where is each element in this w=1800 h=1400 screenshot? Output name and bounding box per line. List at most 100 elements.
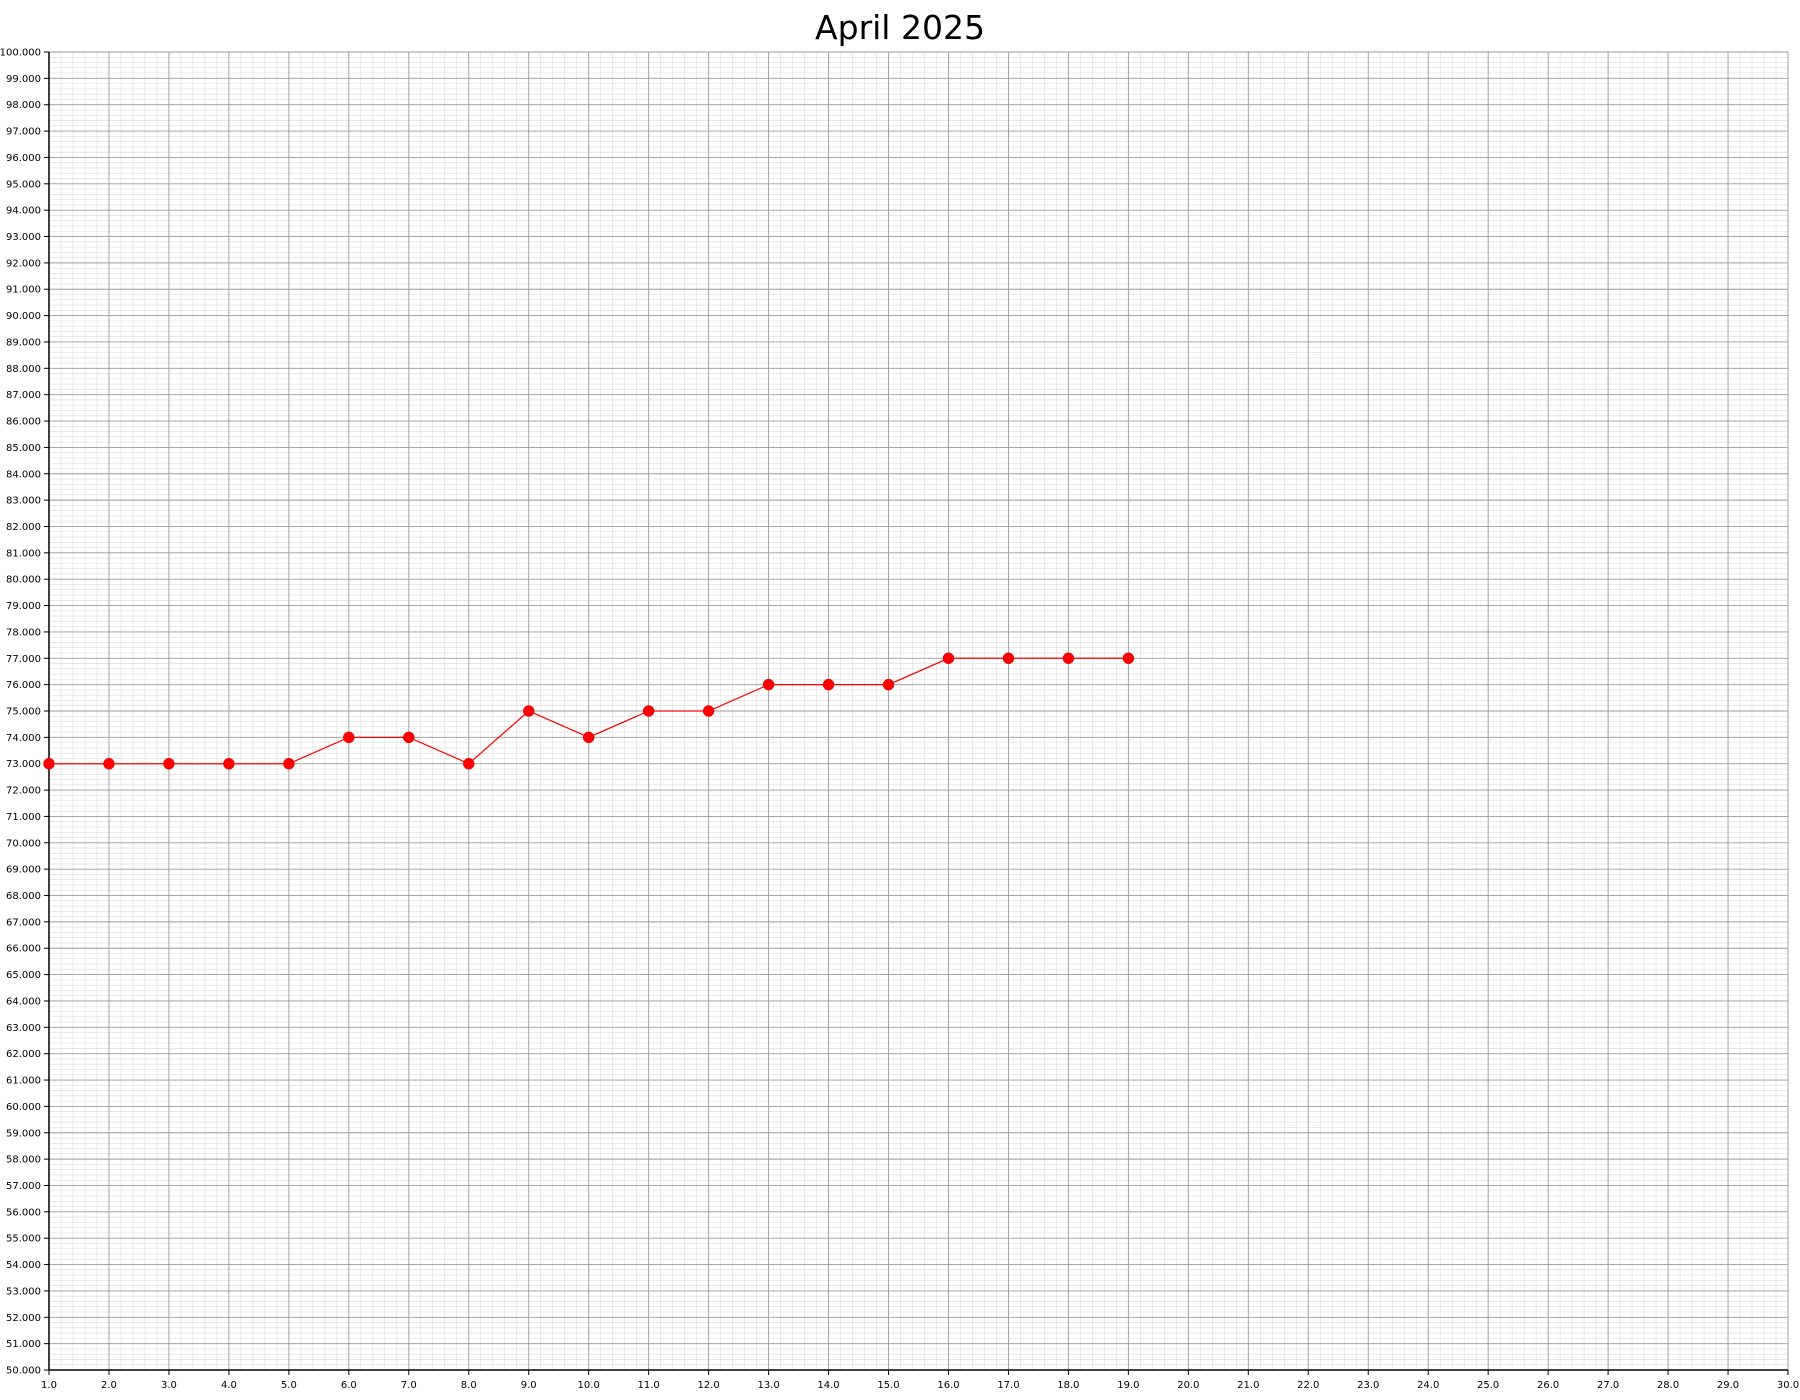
y-tick-label: 70.000 bbox=[6, 838, 41, 849]
y-tick-label: 59.000 bbox=[6, 1128, 41, 1139]
y-tick-label: 93.000 bbox=[6, 232, 41, 243]
x-axis-ticks: 1.0 2.0 3.0 4.0 5.0 6.0 7.0 8.0 9.0 10.0 11.0 12.0 1… bbox=[41, 1370, 1799, 1391]
y-tick-label: 62.000 bbox=[6, 1049, 41, 1060]
y-tick-label: 52.000 bbox=[6, 1313, 41, 1324]
y-tick-label: 55.000 bbox=[6, 1234, 41, 1245]
y-tick-label: 87.000 bbox=[6, 390, 41, 401]
y-tick-label: 89.000 bbox=[6, 337, 41, 348]
y-tick-label: 68.000 bbox=[6, 891, 41, 902]
x-tick-label: 22.0 bbox=[1297, 1380, 1319, 1391]
y-tick-label: 66.000 bbox=[6, 944, 41, 955]
y-tick-label: 82.000 bbox=[6, 522, 41, 533]
x-tick-label: 1.0 bbox=[41, 1380, 57, 1391]
x-tick-label: 15.0 bbox=[877, 1380, 899, 1391]
x-tick-label: 19.0 bbox=[1117, 1380, 1139, 1391]
y-tick-label: 73.000 bbox=[6, 759, 41, 770]
data-point bbox=[702, 705, 715, 717]
y-tick-label: 75.000 bbox=[6, 707, 41, 718]
data-point bbox=[1002, 652, 1015, 665]
y-tick-label: 97.000 bbox=[6, 127, 41, 138]
x-tick-label: 14.0 bbox=[817, 1380, 839, 1391]
x-tick-label: 9.0 bbox=[521, 1380, 537, 1391]
y-tick-label: 63.000 bbox=[6, 1023, 41, 1034]
data-point bbox=[43, 757, 55, 770]
data-point bbox=[1062, 652, 1075, 665]
y-tick-label: 81.000 bbox=[6, 548, 41, 559]
y-tick-label: 95.000 bbox=[6, 179, 41, 190]
y-tick-label: 94.000 bbox=[6, 206, 41, 217]
y-tick-label: 69.000 bbox=[6, 865, 41, 876]
x-tick-label: 25.0 bbox=[1477, 1380, 1499, 1391]
y-tick-label: 51.000 bbox=[6, 1339, 41, 1350]
y-tick-label: 58.000 bbox=[6, 1155, 41, 1166]
x-tick-label: 20.0 bbox=[1177, 1380, 1199, 1391]
y-tick-label: 98.000 bbox=[6, 100, 41, 111]
x-tick-label: 16.0 bbox=[937, 1380, 959, 1391]
y-tick-label: 50.000 bbox=[6, 1366, 41, 1377]
y-tick-label: 78.000 bbox=[6, 627, 41, 638]
data-point bbox=[582, 731, 595, 744]
data-point bbox=[822, 678, 835, 691]
data-point bbox=[882, 678, 895, 691]
x-tick-label: 29.0 bbox=[1717, 1380, 1739, 1391]
x-tick-label: 11.0 bbox=[638, 1380, 660, 1391]
chart-title: April 2025 bbox=[815, 8, 985, 47]
y-tick-label: 88.000 bbox=[6, 364, 41, 375]
y-tick-label: 92.000 bbox=[6, 258, 41, 269]
y-tick-label: 54.000 bbox=[6, 1260, 41, 1271]
y-tick-label: 60.000 bbox=[6, 1102, 41, 1113]
y-tick-label: 65.000 bbox=[6, 970, 41, 981]
y-tick-label: 64.000 bbox=[6, 996, 41, 1007]
x-tick-label: 24.0 bbox=[1417, 1380, 1439, 1391]
y-tick-label: 83.000 bbox=[6, 496, 41, 507]
y-tick-label: 57.000 bbox=[6, 1181, 41, 1192]
y-tick-label: 84.000 bbox=[6, 469, 41, 480]
x-tick-label: 8.0 bbox=[461, 1380, 477, 1391]
y-tick-label: 61.000 bbox=[6, 1076, 41, 1087]
x-tick-label: 6.0 bbox=[341, 1380, 357, 1391]
x-tick-label: 23.0 bbox=[1357, 1380, 1379, 1391]
y-tick-label: 53.000 bbox=[6, 1286, 41, 1297]
x-tick-label: 17.0 bbox=[997, 1380, 1019, 1391]
y-tick-label: 80.000 bbox=[6, 575, 41, 586]
x-tick-label: 10.0 bbox=[578, 1380, 600, 1391]
y-tick-label: 96.000 bbox=[6, 153, 41, 164]
data-point bbox=[283, 757, 295, 770]
x-tick-label: 26.0 bbox=[1537, 1380, 1559, 1391]
y-tick-label: 56.000 bbox=[6, 1207, 41, 1218]
y-tick-label: 72.000 bbox=[6, 786, 41, 797]
y-tick-label: 74.000 bbox=[6, 733, 41, 744]
y-tick-label: 76.000 bbox=[6, 680, 41, 691]
data-point bbox=[942, 652, 955, 665]
y-tick-label: 85.000 bbox=[6, 443, 41, 454]
data-point bbox=[103, 757, 115, 770]
y-tick-label: 99.000 bbox=[6, 74, 41, 85]
data-point bbox=[403, 731, 415, 744]
x-tick-label: 30.0 bbox=[1777, 1380, 1799, 1391]
x-tick-label: 7.0 bbox=[401, 1380, 417, 1391]
major-grid bbox=[48, 51, 1789, 1371]
y-tick-label: 79.000 bbox=[6, 601, 41, 612]
data-point bbox=[463, 757, 475, 770]
x-tick-label: 21.0 bbox=[1237, 1380, 1259, 1391]
series-layer bbox=[43, 652, 1135, 770]
y-tick-label: 100.000 bbox=[0, 48, 41, 59]
x-tick-label: 4.0 bbox=[221, 1380, 237, 1391]
y-axis-ticks: 50.000 51.000 52.000 53.000 54.000 55.000 56.0… bbox=[0, 48, 49, 1377]
minor-grid bbox=[49, 52, 1788, 1370]
x-tick-label: 13.0 bbox=[757, 1380, 779, 1391]
x-tick-label: 27.0 bbox=[1597, 1380, 1619, 1391]
data-point bbox=[642, 705, 655, 717]
y-tick-label: 90.000 bbox=[6, 311, 41, 322]
x-tick-label: 12.0 bbox=[697, 1380, 719, 1391]
data-point bbox=[1122, 652, 1135, 665]
data-point bbox=[163, 757, 175, 770]
data-point bbox=[762, 678, 775, 691]
data-point bbox=[522, 705, 535, 717]
y-tick-label: 91.000 bbox=[6, 285, 41, 296]
x-tick-label: 5.0 bbox=[281, 1380, 297, 1391]
data-point bbox=[223, 757, 235, 770]
y-tick-label: 77.000 bbox=[6, 654, 41, 665]
y-tick-label: 71.000 bbox=[6, 812, 41, 823]
